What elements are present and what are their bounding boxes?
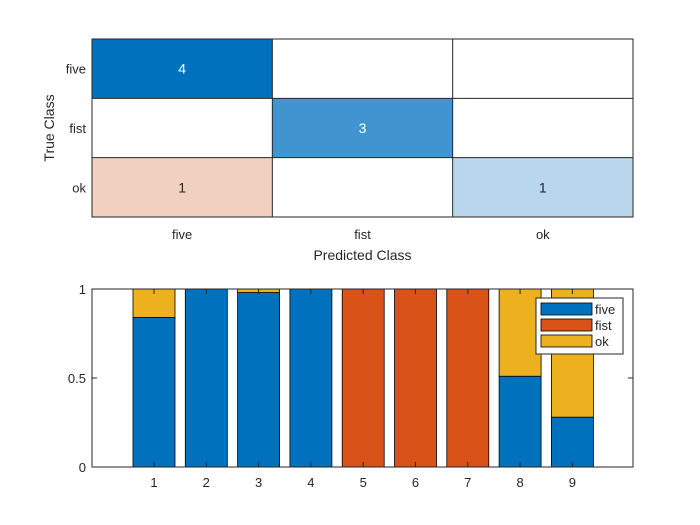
y-axis-title: True Class [41,94,57,161]
x-axis-title: Predicted Class [313,247,411,263]
y-tick-label-ok: ok [72,180,86,195]
x-tick-label-fist: fist [354,227,371,242]
x-tick-label-2: 2 [203,475,210,490]
legend-swatch-five [540,302,593,316]
matrix-cell-five-five [92,39,273,99]
legend-label-ok: ok [595,334,609,349]
matrix-cell-value: 4 [178,61,186,77]
x-tick-label-1: 1 [150,475,157,490]
x-tick-label-8: 8 [516,475,523,490]
bar-9-five [551,416,594,468]
x-tick-label-7: 7 [464,475,471,490]
bar-7-fist [446,288,490,468]
matrix-cell-ok-five [92,157,273,217]
legend-label-fist: fist [595,318,612,333]
x-tick-label-9: 9 [569,475,576,490]
matrix-border [91,38,634,218]
bar-8-ok [498,288,542,377]
bar-8-five [498,375,542,468]
bar-4-five [289,288,333,468]
y-tick-label: 0.5 [68,371,86,386]
x-tick-label-4: 4 [307,475,314,490]
matrix-cell-value: 1 [178,179,186,195]
bar-5-fist [341,288,385,468]
y-tick-label: 1 [79,282,86,297]
matrix-cell-ok-ok [452,157,633,217]
bar-6-fist [394,288,437,468]
y-tick-label-fist: fist [69,121,86,136]
x-tick-label-ok: ok [536,227,550,242]
x-tick-label-3: 3 [255,475,262,490]
bar-2-five [184,288,228,468]
x-tick-label-6: 6 [412,475,419,490]
bar-1-five [132,317,176,468]
legend-swatch-fist [540,318,593,332]
bar-3-five [237,292,281,468]
legend-swatch-ok [540,334,593,348]
x-tick-label-five: five [172,227,192,242]
y-tick-label-five: five [66,62,86,77]
confusion-matrix-chart: 4 3 1 1 five fist ok five fist ok Predicted Class T… [41,38,634,263]
matrix-cell-value: 3 [359,120,367,136]
matrix-cell-fist-fist [272,98,453,158]
x-tick-label-5: 5 [360,475,367,490]
y-tick-label: 0 [79,460,86,475]
matrix-cell-value: 1 [539,179,547,195]
legend-label-five: five [595,302,615,317]
